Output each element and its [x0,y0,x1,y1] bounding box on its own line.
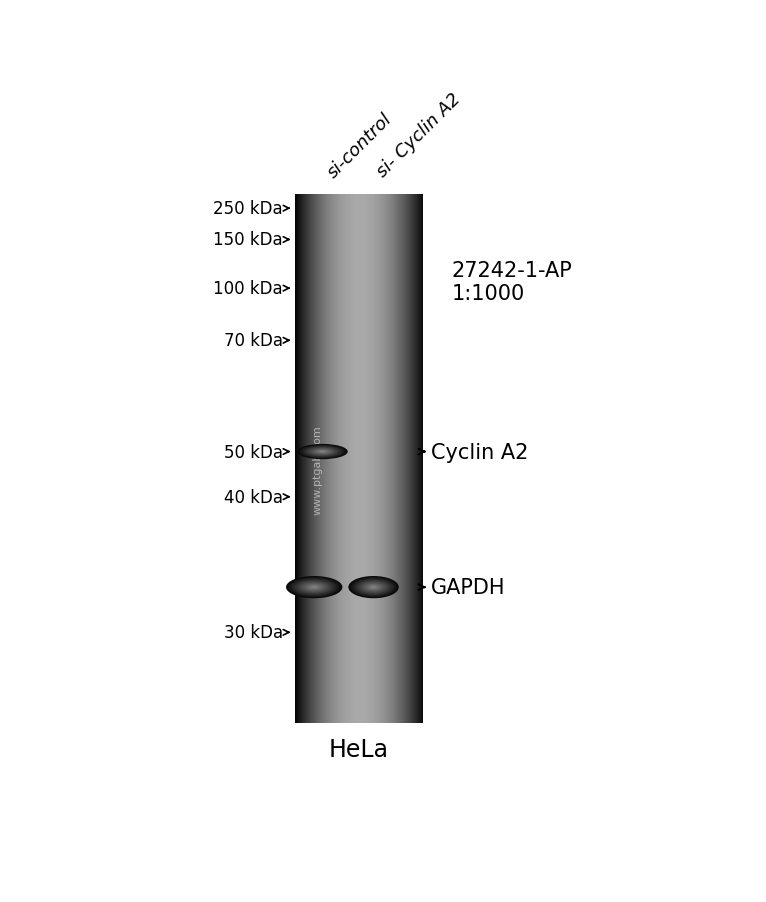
Ellipse shape [300,582,329,593]
Ellipse shape [292,578,337,596]
Ellipse shape [305,446,340,457]
Ellipse shape [286,576,342,599]
Ellipse shape [306,584,322,591]
Ellipse shape [294,580,334,595]
Text: HeLa: HeLa [329,737,388,761]
Text: 150 kDa: 150 kDa [213,231,283,249]
Text: 250 kDa: 250 kDa [213,200,283,218]
Ellipse shape [297,581,331,594]
Text: si- Cyclin A2: si- Cyclin A2 [374,90,465,181]
Ellipse shape [315,450,330,455]
Ellipse shape [313,449,332,456]
Ellipse shape [307,447,338,456]
Ellipse shape [317,450,328,454]
Ellipse shape [320,451,325,453]
Text: 40 kDa: 40 kDa [224,488,283,506]
Ellipse shape [303,446,342,458]
Ellipse shape [349,576,399,599]
Text: GAPDH: GAPDH [431,577,506,597]
Ellipse shape [361,582,386,593]
Ellipse shape [358,581,388,594]
Text: si-control: si-control [324,109,396,181]
Ellipse shape [351,577,396,597]
Text: www.ptgab.com: www.ptgab.com [313,425,322,514]
Ellipse shape [309,585,320,590]
Text: 100 kDa: 100 kDa [213,280,283,298]
Ellipse shape [312,586,317,589]
Text: 70 kDa: 70 kDa [224,332,283,350]
Text: 50 kDa: 50 kDa [224,443,283,461]
Ellipse shape [303,583,326,592]
Ellipse shape [297,445,348,460]
Ellipse shape [366,584,381,591]
Ellipse shape [310,448,336,456]
Ellipse shape [364,583,384,592]
Ellipse shape [289,577,339,597]
Ellipse shape [353,578,394,596]
Ellipse shape [368,585,378,590]
Ellipse shape [356,580,391,595]
Text: 27242-1-AP
1:1000: 27242-1-AP 1:1000 [452,261,573,303]
Text: 30 kDa: 30 kDa [224,623,283,641]
Text: Cyclin A2: Cyclin A2 [431,442,529,462]
Ellipse shape [300,446,345,459]
Ellipse shape [371,586,376,589]
